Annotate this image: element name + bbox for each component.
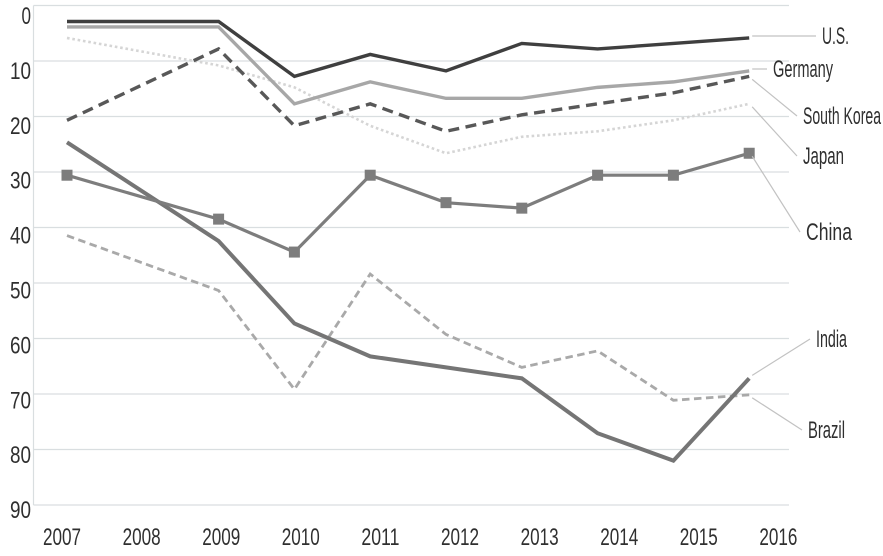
y-tick-label-80: 80 xyxy=(10,442,31,469)
leader-south-korea xyxy=(751,78,798,117)
series-germany xyxy=(67,25,750,106)
y-tick-label-0: 0 xyxy=(22,3,32,30)
x-axis-labels: 2007 2008 2009 2010 2011 2012 2013 2014 2015 2016 xyxy=(43,524,797,551)
x-tick-label-2011: 2011 xyxy=(361,524,399,551)
x-tick-label-2015: 2015 xyxy=(680,524,718,551)
series-label-china: China xyxy=(806,219,852,246)
gridlines xyxy=(32,4,789,506)
series-brazil xyxy=(66,234,750,402)
y-tick-label-20: 20 xyxy=(10,113,31,140)
leader-brazil xyxy=(751,397,803,431)
x-tick-label-2009: 2009 xyxy=(202,524,240,551)
series-line-u-s xyxy=(67,19,750,79)
series-india xyxy=(65,140,751,464)
series-label-india: India xyxy=(816,326,847,353)
x-tick-label-2008: 2008 xyxy=(123,524,161,551)
leader-japan xyxy=(751,106,798,157)
y-tick-label-60: 60 xyxy=(10,332,31,359)
y-tick-label-70: 70 xyxy=(10,387,31,414)
leader-lines xyxy=(751,35,816,431)
x-tick-label-2007: 2007 xyxy=(43,524,81,551)
china-marker xyxy=(440,197,452,209)
leader-india xyxy=(751,338,811,376)
series-line-china xyxy=(66,151,750,254)
china-marker xyxy=(592,169,604,181)
china-marker xyxy=(213,213,225,225)
series-label-south-korea: South Korea xyxy=(803,103,881,130)
y-axis-labels: 0 10 20 30 40 50 60 70 80 90 xyxy=(10,3,31,524)
china-marker xyxy=(667,169,679,181)
series-u-s xyxy=(67,19,750,79)
x-tick-label-2016: 2016 xyxy=(759,524,797,551)
y-tick-label-50: 50 xyxy=(10,278,31,305)
china-marker xyxy=(364,169,376,181)
y-tick-label-30: 30 xyxy=(10,168,31,195)
leader-china xyxy=(751,155,801,233)
series-label-japan: Japan xyxy=(803,143,844,170)
china-marker xyxy=(743,147,755,159)
china-marker xyxy=(288,246,300,258)
china-marker xyxy=(516,202,528,214)
y-tick-label-10: 10 xyxy=(10,58,31,85)
y-tick-label-40: 40 xyxy=(10,223,31,250)
x-tick-label-2013: 2013 xyxy=(521,524,559,551)
series-china xyxy=(61,147,755,258)
series-label-germany: Germany xyxy=(773,56,833,83)
series-line-germany xyxy=(67,25,750,106)
series-label-brazil: Brazil xyxy=(808,417,845,444)
series-labels: U.S. Germany South Korea Japan China India Bra… xyxy=(773,23,881,444)
x-tick-label-2010: 2010 xyxy=(282,524,320,551)
series-line-brazil xyxy=(66,234,750,402)
x-tick-label-2014: 2014 xyxy=(600,524,638,551)
series-line-south-korea xyxy=(66,46,750,134)
china-marker xyxy=(61,169,73,181)
y-tick-label-90: 90 xyxy=(10,497,31,524)
series-south-korea xyxy=(66,46,750,134)
x-tick-label-2012: 2012 xyxy=(441,524,479,551)
series-line-india xyxy=(65,140,751,464)
series-label-u-s: U.S. xyxy=(822,23,849,50)
